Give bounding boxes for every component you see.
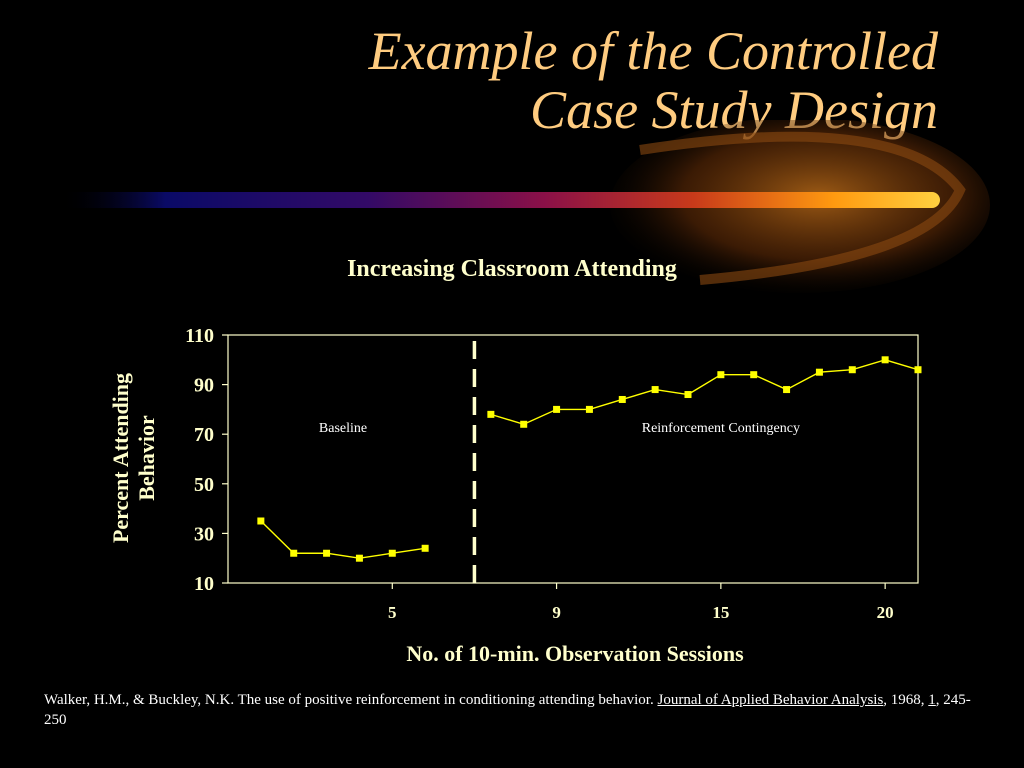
- data-point: [618, 395, 626, 403]
- data-point: [290, 549, 298, 557]
- decorative-swoosh: [60, 120, 990, 293]
- data-point: [881, 356, 889, 364]
- x-tick-label: 20: [877, 603, 894, 622]
- data-point: [848, 366, 856, 374]
- citation: Walker, H.M., & Buckley, N.K. The use of…: [44, 690, 984, 730]
- data-point: [421, 544, 429, 552]
- data-point: [585, 405, 593, 413]
- x-tick-label: 5: [388, 603, 397, 622]
- x-axis-label: No. of 10-min. Observation Sessions: [406, 641, 744, 666]
- x-tick-label: 15: [712, 603, 729, 622]
- citation-pages: , 245-250: [44, 692, 971, 728]
- data-point: [355, 554, 363, 562]
- data-point: [487, 410, 495, 418]
- y-tick-label: 10: [194, 573, 214, 595]
- data-point: [553, 405, 561, 413]
- phase-label: Reinforcement Contingency: [642, 421, 800, 436]
- y-tick-label: 90: [194, 375, 214, 397]
- citation-year: , 1968,: [883, 692, 929, 708]
- data-point: [651, 386, 659, 394]
- citation-journal: Journal of Applied Behavior Analysis: [657, 692, 884, 708]
- slide-title: Example of the Controlled Case Study Des…: [369, 22, 938, 140]
- chart-title: Increasing Classroom Attending: [347, 256, 677, 282]
- citation-authors: Walker, H.M., & Buckley, N.K. The use of…: [44, 692, 658, 708]
- data-point: [815, 368, 823, 376]
- slide-title-line-1: Example of the Controlled: [368, 21, 938, 81]
- y-tick-label: 30: [194, 523, 214, 545]
- y-tick-label: 70: [194, 424, 214, 446]
- data-point: [257, 517, 265, 525]
- citation-volume: 1: [928, 692, 936, 708]
- data-point: [388, 549, 396, 557]
- data-point: [717, 371, 725, 379]
- data-point: [323, 549, 331, 557]
- data-point: [783, 386, 791, 394]
- series-line-phase-1: [260, 520, 426, 559]
- plot-area-frame: [227, 334, 919, 584]
- data-point: [520, 420, 528, 428]
- x-tick-label: 9: [552, 603, 561, 622]
- data-point: [750, 371, 758, 379]
- y-tick-label: 110: [185, 325, 214, 347]
- series-line-phase-2: [490, 359, 919, 426]
- data-point: [684, 391, 692, 399]
- y-tick-label: 50: [194, 474, 214, 496]
- phase-label: Baseline: [319, 421, 367, 436]
- data-point: [914, 366, 922, 374]
